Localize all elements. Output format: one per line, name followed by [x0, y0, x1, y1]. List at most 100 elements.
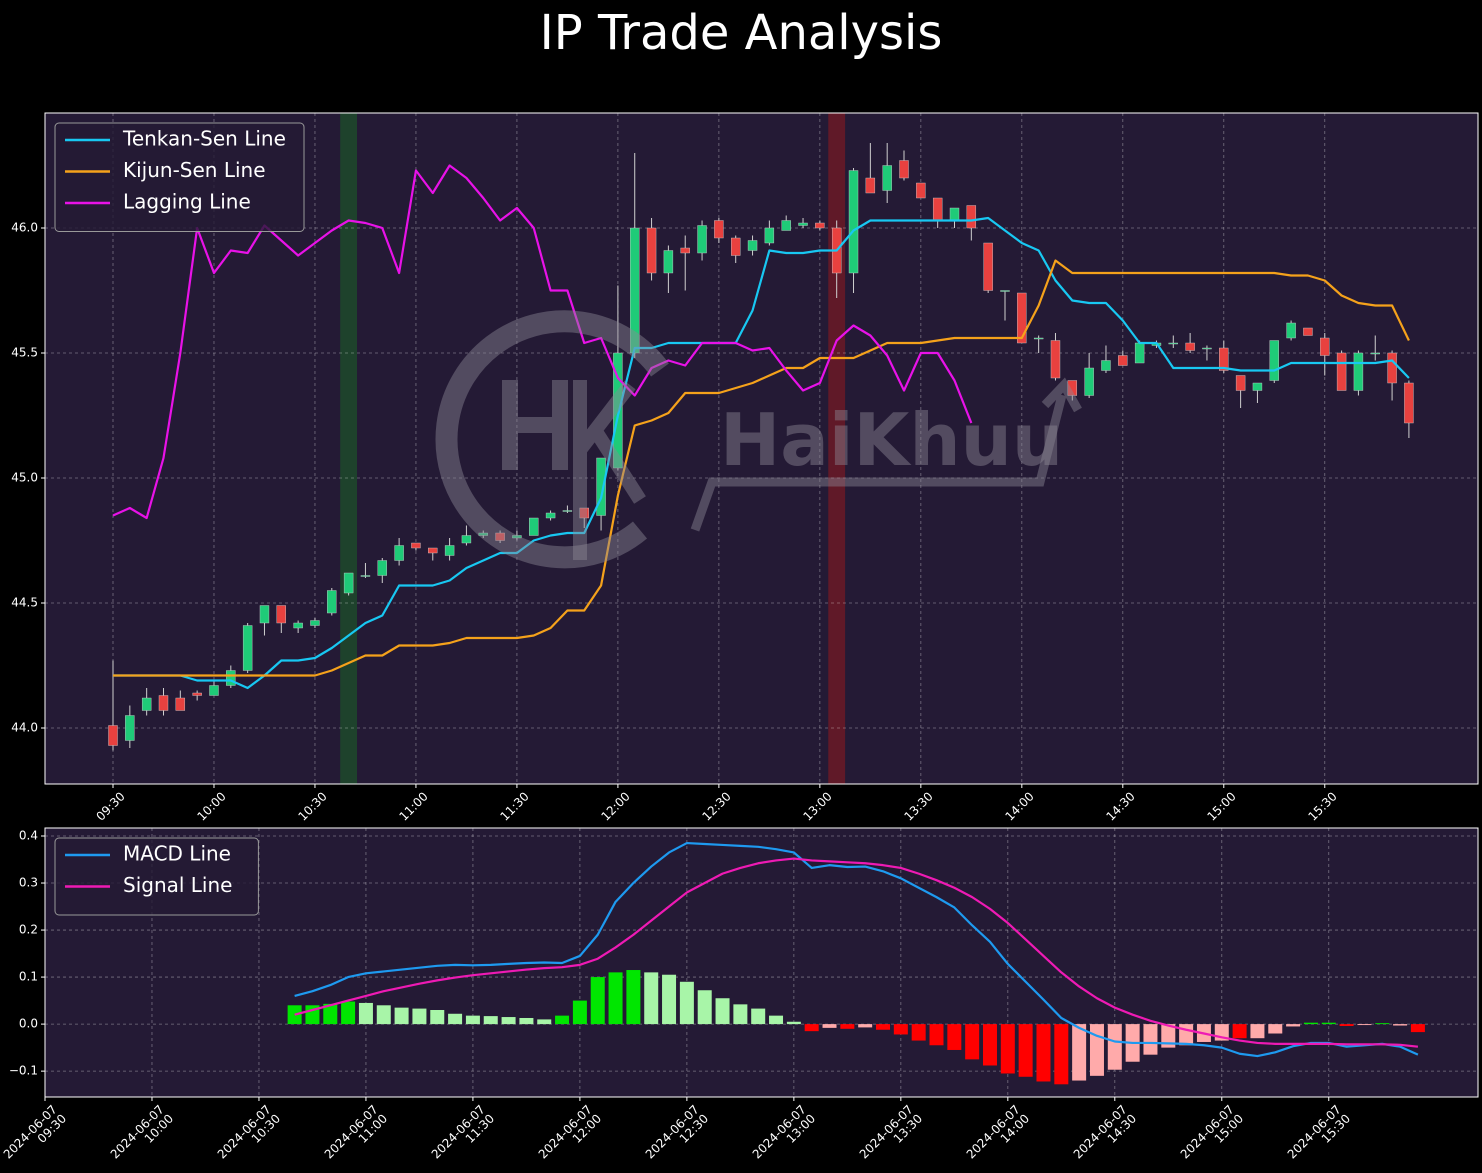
candle-body [1084, 367, 1094, 396]
candle-body [360, 575, 371, 577]
candle-body [680, 247, 690, 254]
candle-body [293, 622, 303, 629]
histogram-bar [947, 1024, 962, 1050]
histogram-bar [287, 1005, 302, 1025]
candle-body [108, 725, 118, 746]
histogram-bar [840, 1024, 855, 1029]
histogram-bar [982, 1024, 997, 1066]
histogram-bar [876, 1024, 891, 1030]
candle-body [1050, 340, 1061, 379]
signal-band [828, 113, 846, 784]
histogram-bar [1072, 1024, 1087, 1081]
candle-body [966, 205, 977, 229]
candle-body [1168, 342, 1178, 345]
watermark-logo: HaiKhuu [435, 310, 1082, 569]
legend-box [54, 837, 259, 916]
candle-body [276, 605, 286, 624]
histogram-bar [858, 1024, 873, 1028]
histogram-bar [1089, 1024, 1104, 1076]
histogram-bar [1161, 1024, 1176, 1048]
histogram-bar [430, 1009, 445, 1025]
candle-body [478, 532, 488, 536]
logo-ring [435, 310, 669, 569]
logo-h [502, 380, 568, 470]
candle-body [1303, 327, 1313, 336]
histogram-bar [1393, 1024, 1408, 1026]
histogram-bar [1375, 1023, 1390, 1025]
histogram-bar [555, 1015, 570, 1025]
y-tick-label: 0.3 [19, 876, 38, 890]
series-line [294, 841, 1419, 1058]
histogram-bar [1321, 1022, 1336, 1025]
signal-band [340, 113, 358, 784]
candle-body [1320, 337, 1330, 356]
histogram-bar [465, 1015, 480, 1025]
candle-body [411, 542, 421, 549]
legend-label: Lagging Line [123, 190, 251, 214]
series-line [113, 216, 1410, 690]
candle-body [1067, 380, 1078, 396]
candle-body [815, 222, 825, 229]
histogram-bar [679, 981, 694, 1025]
candle-body [1202, 347, 1212, 350]
figure-title: IP Trade Analysis [540, 5, 943, 61]
histogram-bar [1250, 1024, 1265, 1039]
y-tick-label: 45.0 [11, 471, 38, 485]
y-tick-label: 0.4 [19, 828, 38, 842]
histogram-bar [572, 1000, 587, 1025]
candle-body [764, 227, 775, 244]
logo-k [573, 380, 646, 560]
histogram-bar [662, 974, 677, 1025]
histogram-bar [483, 1016, 498, 1025]
candle-body [1235, 375, 1246, 391]
histogram-bar [448, 1013, 463, 1025]
histogram-bar [965, 1024, 980, 1060]
histogram-bar [1232, 1024, 1247, 1039]
candle-body [747, 240, 758, 251]
candle-body [798, 222, 808, 226]
histogram-bar [1357, 1024, 1372, 1026]
histogram-bar [822, 1024, 837, 1028]
histogram-bar [608, 972, 623, 1025]
candle-body [949, 207, 960, 221]
candle-body [394, 545, 404, 561]
candle-body [125, 715, 135, 741]
y-tick-label: 45.5 [11, 346, 38, 360]
histogram-bar [412, 1008, 427, 1025]
candle-body [596, 457, 606, 516]
histogram-bar [1339, 1024, 1354, 1026]
candle-body [731, 237, 741, 256]
candle-body [916, 182, 926, 199]
histogram-bar [1107, 1024, 1122, 1070]
candle-body [242, 625, 253, 671]
histogram-bar [1036, 1024, 1051, 1082]
candle-body [899, 160, 909, 179]
candle-body [1286, 322, 1296, 339]
histogram-bar [804, 1024, 819, 1032]
candle-body [1269, 340, 1279, 381]
series-line [294, 857, 1419, 1048]
histogram-bar [519, 1017, 534, 1025]
candle-body [865, 177, 876, 194]
candle-body [714, 220, 724, 239]
candle-body [141, 697, 152, 711]
histogram-bar [1143, 1024, 1158, 1055]
candle-body [1033, 337, 1044, 340]
logo-arrow [690, 377, 1082, 532]
candle-body [529, 517, 539, 536]
candle-body [545, 512, 556, 519]
plots: 44.0 44.5 45.0 45.5 46.0 Tenkan-Sen Line Kijun… [9, 112, 1479, 1101]
axes-frame [44, 112, 1479, 785]
histogram-bar [537, 1019, 552, 1025]
histogram-bar [1179, 1024, 1194, 1046]
histogram-bar [929, 1024, 944, 1046]
series-line [112, 164, 973, 520]
histogram-bar [394, 1007, 409, 1025]
y-tick-label: 0.2 [19, 923, 38, 937]
histogram-bar [697, 990, 712, 1025]
candle-body [983, 242, 993, 291]
histogram-bar [911, 1024, 926, 1041]
histogram-bar [1268, 1024, 1283, 1034]
candle-body [512, 535, 522, 539]
